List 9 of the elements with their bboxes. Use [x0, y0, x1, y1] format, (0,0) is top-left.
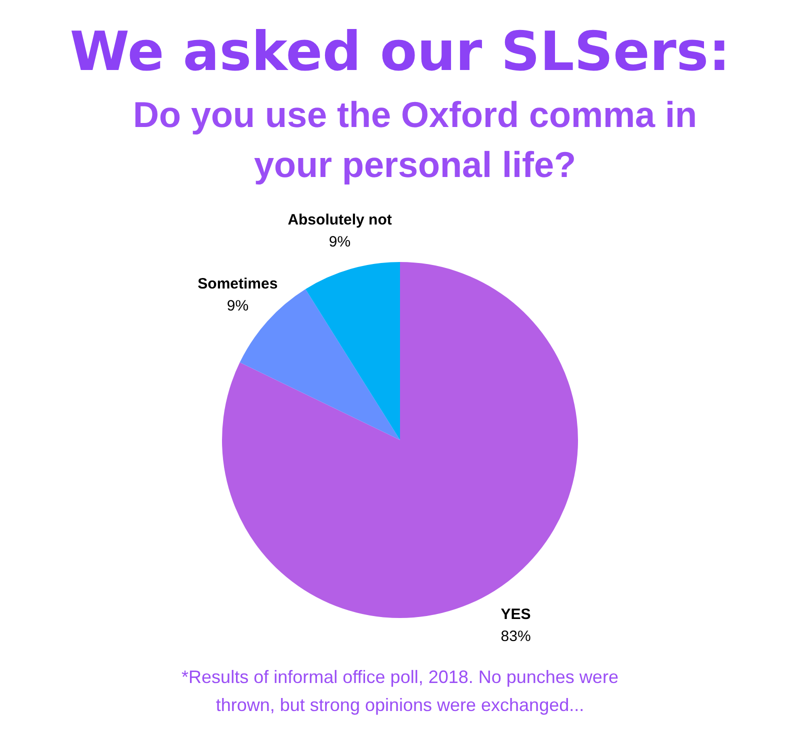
data-label: 83% [500, 628, 531, 645]
data-label: 9% [328, 234, 351, 251]
chart-title: We asked our SLSers: [68, 20, 732, 84]
slice-label: Sometimes [198, 276, 278, 293]
slice-label: Absolutely not [288, 212, 392, 229]
slice-label: YES [500, 606, 531, 623]
data-label: 9% [226, 298, 249, 315]
text: *Results of informal office poll, 2018. No punches were thrown, but strong opinions were exchanged... [180, 666, 620, 717]
chart-subtitle: Do you use the Oxford comma in your personal life? [132, 93, 698, 187]
